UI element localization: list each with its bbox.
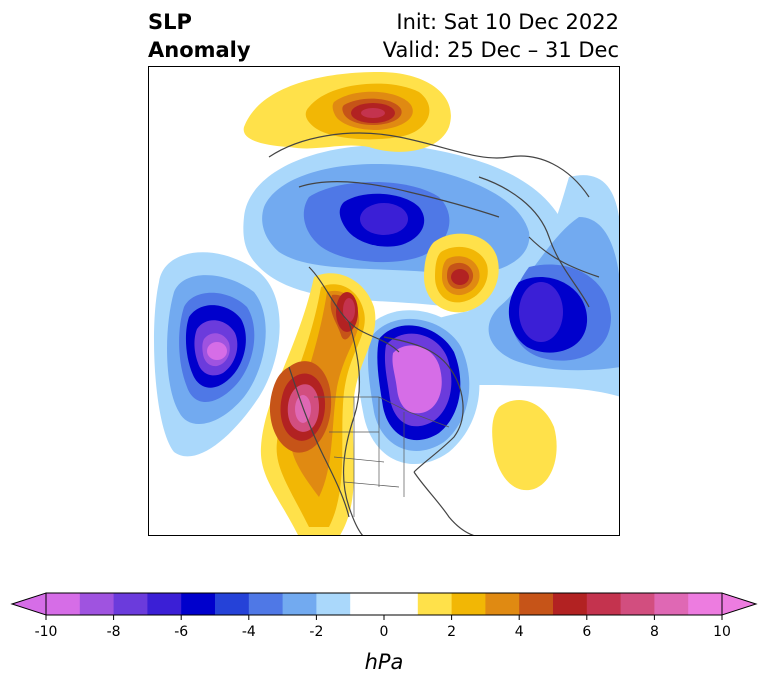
map-panel — [148, 66, 620, 536]
colorbar-cell — [688, 593, 723, 615]
colorbar-tick-label: -4 — [242, 624, 256, 640]
colorbar-tick-label: -10 — [35, 624, 58, 640]
colorbar-cell — [350, 593, 385, 615]
title-variable-suffix: Anomaly — [148, 38, 251, 62]
colorbar-tick-label: 4 — [515, 624, 524, 640]
init-date: Init: Sat 10 Dec 2022 — [396, 10, 619, 34]
colorbar: -10 -8 -6 -4 -2 0 2 4 6 8 10 hPa — [0, 585, 768, 685]
political-borders — [314, 396, 450, 517]
slp-anomaly-map — [149, 67, 619, 535]
colorbar-cell — [316, 593, 351, 615]
colorbar-tick-label: -8 — [107, 624, 121, 640]
colorbar-cell — [553, 593, 588, 615]
colorbar-cell — [282, 593, 317, 615]
colorbar-extend-max — [721, 592, 758, 616]
colorbar-unit-label: hPa — [365, 650, 404, 674]
colorbar-cell — [181, 593, 216, 615]
colorbar-tick-label: -6 — [174, 624, 188, 640]
colorbar-tick-label: 0 — [380, 624, 389, 640]
colorbar-tick-label: -2 — [309, 624, 323, 640]
colorbar-tick-label: 6 — [582, 624, 591, 640]
colorbar-cell — [248, 593, 284, 615]
title-left: SLP Anomaly — [148, 8, 251, 64]
canada-low-anomaly — [357, 310, 480, 465]
arctic-high-anomaly — [243, 72, 451, 152]
colorbar-cell — [46, 593, 81, 615]
colorbar-cell — [113, 593, 148, 615]
colorbar-ticks: -10 -8 -6 -4 -2 0 2 4 6 8 10 — [35, 615, 731, 640]
colorbar-cell — [417, 593, 453, 615]
colorbar-cell — [586, 593, 622, 615]
colorbar-tick-label: 10 — [713, 624, 731, 640]
colorbar-tick-label: 8 — [650, 624, 659, 640]
pacific-low-anomaly — [154, 252, 280, 457]
colorbar-cell — [451, 593, 486, 615]
colorbar-svg: -10 -8 -6 -4 -2 0 2 4 6 8 10 hPa — [10, 592, 758, 674]
title-right: Init: Sat 10 Dec 2022 Valid: 25 Dec – 31… — [383, 8, 619, 64]
colorbar-cell — [485, 593, 520, 615]
colorbar-cell — [147, 593, 182, 615]
colorbar-extend-min — [10, 592, 47, 616]
colorbar-cell — [519, 593, 554, 615]
colorbar-cell — [654, 593, 689, 615]
colorbar-cell — [215, 593, 250, 615]
colorbar-cells — [10, 592, 758, 616]
coastlines — [268, 132, 600, 535]
atlantic-high-anomaly — [492, 399, 557, 491]
colorbar-cell — [620, 593, 655, 615]
colorbar-cell — [79, 593, 115, 615]
central-high-anomaly — [424, 233, 499, 313]
western-na-high-anomaly — [260, 273, 376, 535]
valid-range: Valid: 25 Dec – 31 Dec — [382, 38, 619, 62]
colorbar-tick-label: 2 — [447, 624, 456, 640]
title-variable: SLP — [148, 10, 192, 34]
colorbar-cell — [384, 593, 419, 615]
